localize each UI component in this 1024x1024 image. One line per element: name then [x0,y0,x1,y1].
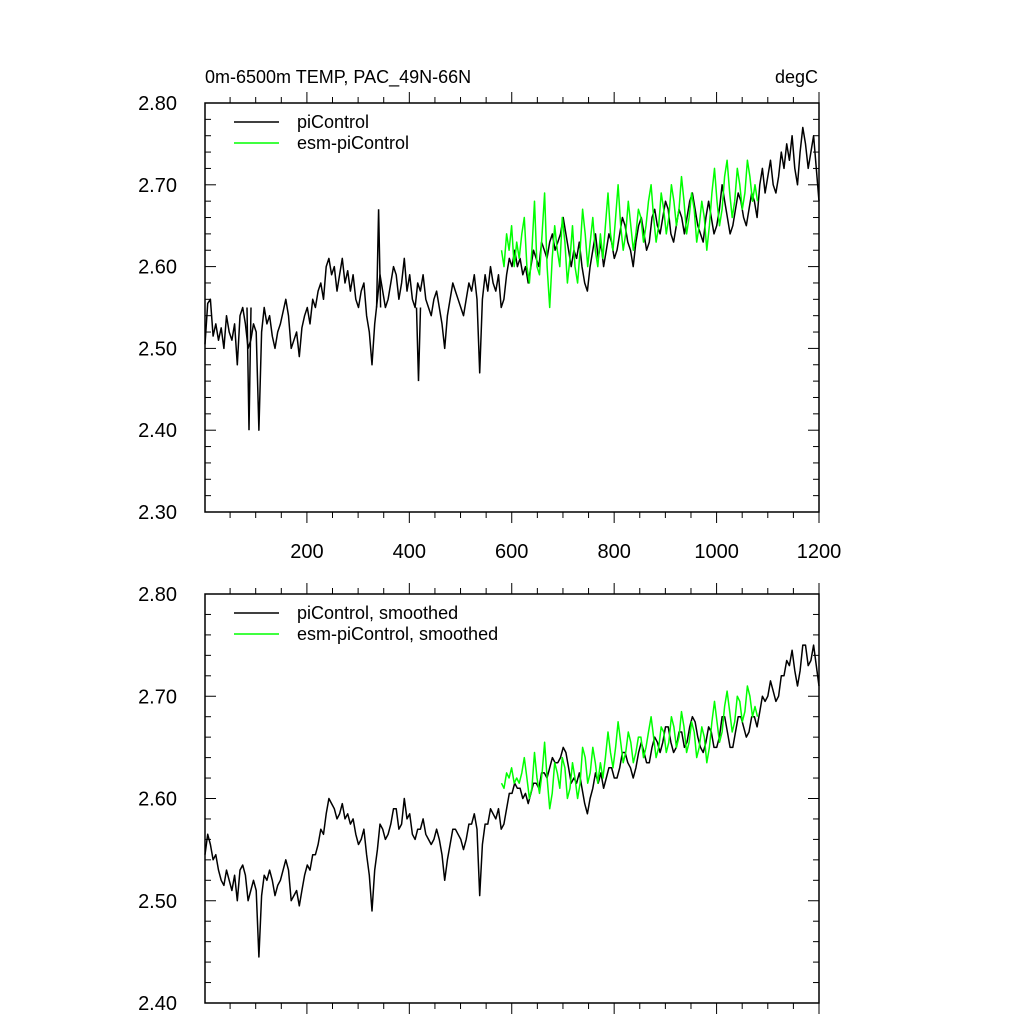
top-panel-units: degC [775,67,818,87]
bottom-panel: 2.40 2.50 2.60 2.70 2.80 piControl, smoothed… [138,583,820,1015]
top-y-tick-label: 2.60 [138,257,177,279]
top-panel-title: 0m-6500m TEMP, PAC_49N-66N [205,67,471,88]
top-x-tick-label: 600 [495,541,528,563]
top-x-tick-label: 1000 [694,541,739,563]
bottom-y-tick-label: 2.70 [138,686,177,708]
top-x-tick-label: 1200 [797,541,842,563]
top-x-tick-label: 200 [290,541,323,563]
bottom-panel-frame [204,593,820,1004]
top-panel-legend: piControl esm-piControl [234,112,409,153]
bottom-y-tick-label: 2.80 [138,584,177,606]
top-x-tick-label: 400 [393,541,426,563]
top-series-spike [246,307,252,431]
legend-label-esm-picontrol: esm-piControl [297,133,409,153]
legend-label-picontrol-smoothed: piControl, smoothed [297,603,458,623]
top-panel: 0m-6500m TEMP, PAC_49N-66N degC 2.30 2.40… [138,67,841,563]
bottom-y-tick-label: 2.40 [138,993,177,1015]
bottom-series-esm-picontrol-smoothed [500,685,759,810]
top-panel-series [204,126,820,431]
legend-label-picontrol: piControl [297,112,369,132]
top-y-tick-label: 2.50 [138,338,177,360]
top-series-esm-picontrol [500,159,759,309]
bottom-y-tick-label: 2.50 [138,891,177,913]
top-series-picontrol [204,126,820,431]
bottom-y-tick-label: 2.60 [138,789,177,811]
legend-label-esm-picontrol-smoothed: esm-piControl, smoothed [297,624,498,644]
top-y-tick-label: 2.80 [138,93,177,115]
bottom-panel-legend: piControl, smoothed esm-piControl, smoot… [234,603,498,644]
top-y-tick-label: 2.70 [138,175,177,197]
top-panel-frame [204,102,820,513]
top-x-tick-label: 800 [597,541,630,563]
bottom-panel-series [204,644,820,958]
bottom-series-picontrol-smoothed [204,644,820,958]
top-panel-ticks: 2.30 2.40 2.50 2.60 2.70 2.80 200 400 600 800 1000… [138,92,841,563]
bottom-panel-ticks: 2.40 2.50 2.60 2.70 2.80 [138,583,820,1015]
top-y-tick-label: 2.30 [138,502,177,524]
top-series-spike [415,307,422,382]
top-y-tick-label: 2.40 [138,420,177,442]
top-series-spike [375,209,382,308]
